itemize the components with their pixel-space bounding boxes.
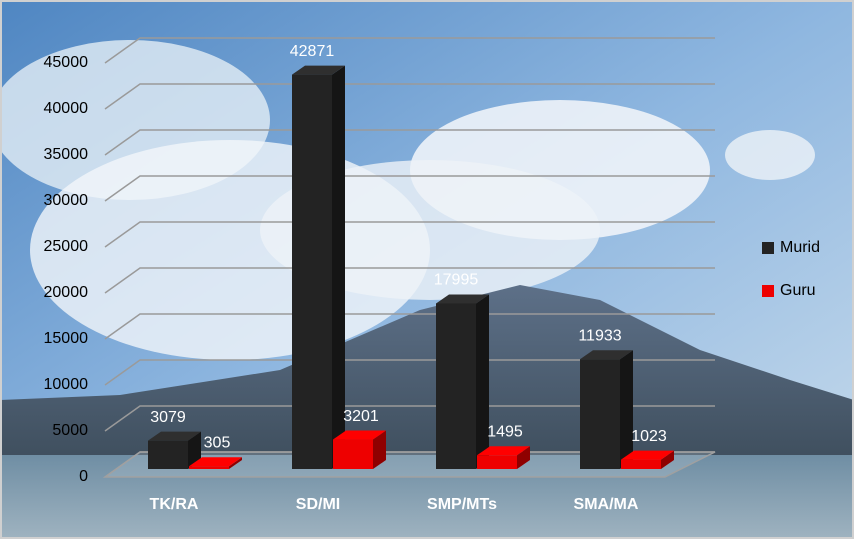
grid-line [104,405,715,432]
grid-line [104,313,715,340]
grid-line [104,129,715,156]
bar-side [661,450,674,469]
bar [477,446,530,469]
y-tick-label: 45000 [44,54,89,71]
bar [292,65,345,470]
x-tick-label: SMP/MTs [427,496,497,513]
bar-top [292,65,345,75]
bar-front [436,303,476,469]
bar [436,294,489,469]
y-tick-label: 25000 [44,238,89,255]
bar [148,431,201,469]
data-label: 17995 [434,272,479,289]
bar-front [580,359,620,469]
bar-front [477,455,517,469]
data-label: 305 [204,434,231,451]
bar [333,430,386,469]
y-tick-label: 20000 [44,284,89,301]
legend-label: Guru [780,282,816,299]
data-label: 3201 [343,408,379,425]
bar-front [621,459,661,469]
bar-side [373,430,386,469]
data-label: 11933 [578,327,621,344]
bar-front [189,466,229,469]
legend-swatch [762,285,774,297]
y-tick-label: 35000 [44,146,89,163]
grid-line [104,267,715,294]
data-label: 42871 [290,43,335,60]
y-tick-label: 15000 [44,330,89,347]
labels: 0 5000 10000 15000 20000 25000 30000 35000 40000… [44,43,821,513]
bar-side [229,457,242,469]
y-tick-label: 40000 [44,100,89,117]
bar-side [188,431,201,469]
bar-top [189,457,242,467]
data-label: 1495 [487,423,523,440]
bar-side [476,294,489,469]
bars [148,65,674,470]
bar-top [621,450,674,460]
bar-top [333,430,386,440]
bar [621,450,674,469]
x-tick-label: SMA/MA [574,496,639,513]
bar-top [580,350,633,360]
y-tick-label: 30000 [44,192,89,209]
bar-side [517,446,530,469]
data-label: 3079 [150,409,186,426]
bar-front [292,74,332,470]
grid-line [104,175,715,202]
data-label: 1023 [631,428,667,445]
x-tick-label: SD/MI [296,496,340,513]
bar-side [620,350,633,469]
bar-top [477,446,530,456]
grid-line [104,221,715,248]
floor [102,451,716,478]
bar-top [436,294,489,304]
bar-side [332,65,345,470]
bar-front [148,440,188,469]
bar-front [333,439,373,469]
bar-top [148,431,201,441]
x-tick-label: TK/RA [150,496,199,513]
legend-swatch [762,242,774,254]
y-tick-label: 0 [79,468,88,485]
grid-line [104,83,715,110]
y-tick-label: 10000 [44,376,89,393]
grid [102,37,716,478]
grid-line [104,359,715,386]
y-tick-label: 5000 [52,422,88,439]
bar [189,457,242,469]
legend-label: Murid [780,239,820,256]
grid-line [104,37,715,64]
bar [580,350,633,469]
